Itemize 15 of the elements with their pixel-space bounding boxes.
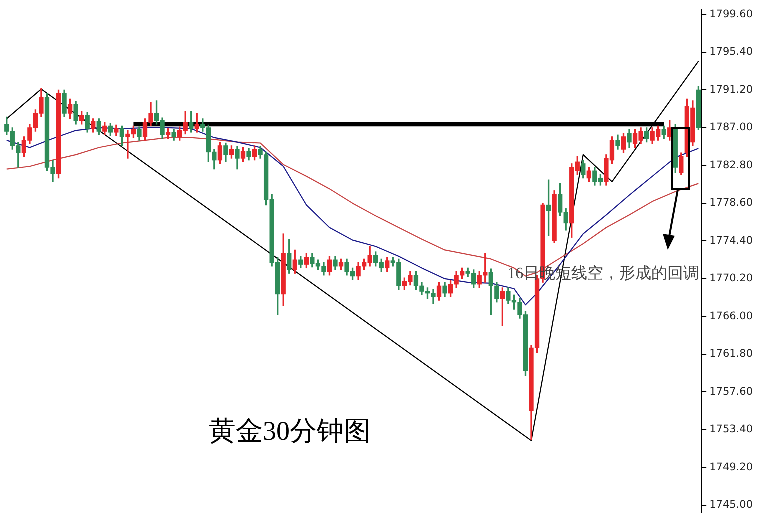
y-tick-label: 1761.80	[710, 348, 753, 360]
y-tick-label: 1774.40	[710, 234, 753, 247]
y-tick-label: 1791.20	[710, 84, 753, 96]
y-tick-label: 1749.20	[710, 461, 753, 474]
y-tick-label: 1770.20	[710, 272, 753, 285]
y-tick-label: 1757.60	[710, 386, 753, 398]
text: 黄金30分钟图	[209, 416, 371, 446]
y-tick-label: 1782.80	[710, 159, 753, 172]
y-tick-label: 1745.00	[710, 499, 753, 512]
y-tick-label: 1787.00	[710, 122, 753, 134]
y-tick-label: 1799.60	[710, 8, 753, 20]
y-tick-label: 1795.40	[710, 46, 753, 58]
y-tick-label: 1778.60	[710, 197, 753, 210]
y-tick-label: 1766.00	[710, 310, 753, 322]
y-tick-label: 1753.40	[710, 424, 753, 436]
